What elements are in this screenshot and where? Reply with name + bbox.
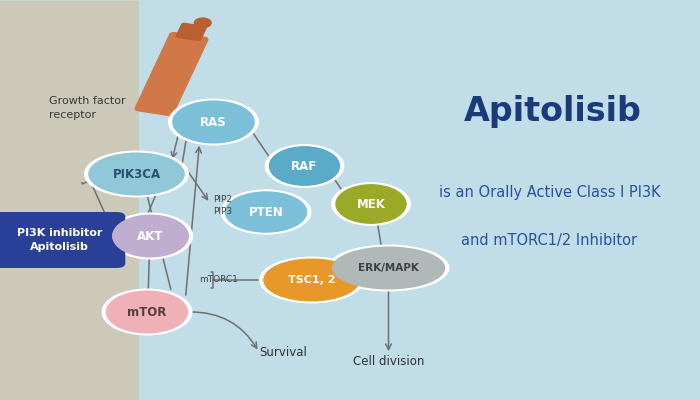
Ellipse shape [85, 151, 188, 197]
Text: Survival: Survival [259, 346, 307, 358]
Ellipse shape [265, 145, 344, 187]
FancyBboxPatch shape [0, 212, 125, 268]
Text: PIK3CA: PIK3CA [113, 168, 160, 180]
Ellipse shape [106, 291, 188, 333]
Ellipse shape [102, 289, 192, 335]
Ellipse shape [336, 185, 406, 223]
Ellipse shape [89, 153, 184, 195]
Text: Cell division: Cell division [353, 355, 424, 368]
Ellipse shape [225, 192, 307, 232]
Ellipse shape [264, 259, 359, 301]
Ellipse shape [169, 99, 258, 145]
Text: mTOR: mTOR [127, 306, 167, 318]
Text: PIP3: PIP3 [214, 207, 232, 216]
Text: is an Orally Active Class I PI3K: is an Orally Active Class I PI3K [439, 184, 660, 200]
Text: PI3K inhibitor
Apitolisib: PI3K inhibitor Apitolisib [17, 228, 102, 252]
Ellipse shape [332, 183, 410, 225]
Text: mTORC1: mTORC1 [199, 276, 238, 284]
Text: ERK/MAPK: ERK/MAPK [358, 263, 419, 273]
Ellipse shape [328, 245, 449, 291]
Ellipse shape [270, 147, 340, 185]
Ellipse shape [260, 257, 363, 303]
Ellipse shape [332, 247, 444, 289]
Circle shape [195, 18, 211, 28]
Text: PTEN: PTEN [248, 206, 284, 218]
FancyBboxPatch shape [176, 23, 206, 40]
Text: RAF: RAF [291, 160, 318, 172]
Bar [139, 0, 700, 400]
Text: Growth factor
receptor: Growth factor receptor [49, 96, 125, 120]
Text: TSC1, 2: TSC1, 2 [288, 275, 335, 285]
Text: MEK: MEK [356, 198, 386, 210]
Text: Apitolisib: Apitolisib [464, 96, 642, 128]
Ellipse shape [113, 215, 188, 257]
Ellipse shape [221, 190, 311, 234]
Text: RAS: RAS [200, 116, 227, 128]
Text: and mTORC1/2 Inhibitor: and mTORC1/2 Inhibitor [461, 232, 638, 248]
FancyBboxPatch shape [135, 32, 208, 116]
Text: AKT: AKT [137, 230, 164, 242]
Ellipse shape [108, 213, 192, 259]
Ellipse shape [173, 101, 254, 143]
Text: PIP2: PIP2 [214, 196, 232, 204]
